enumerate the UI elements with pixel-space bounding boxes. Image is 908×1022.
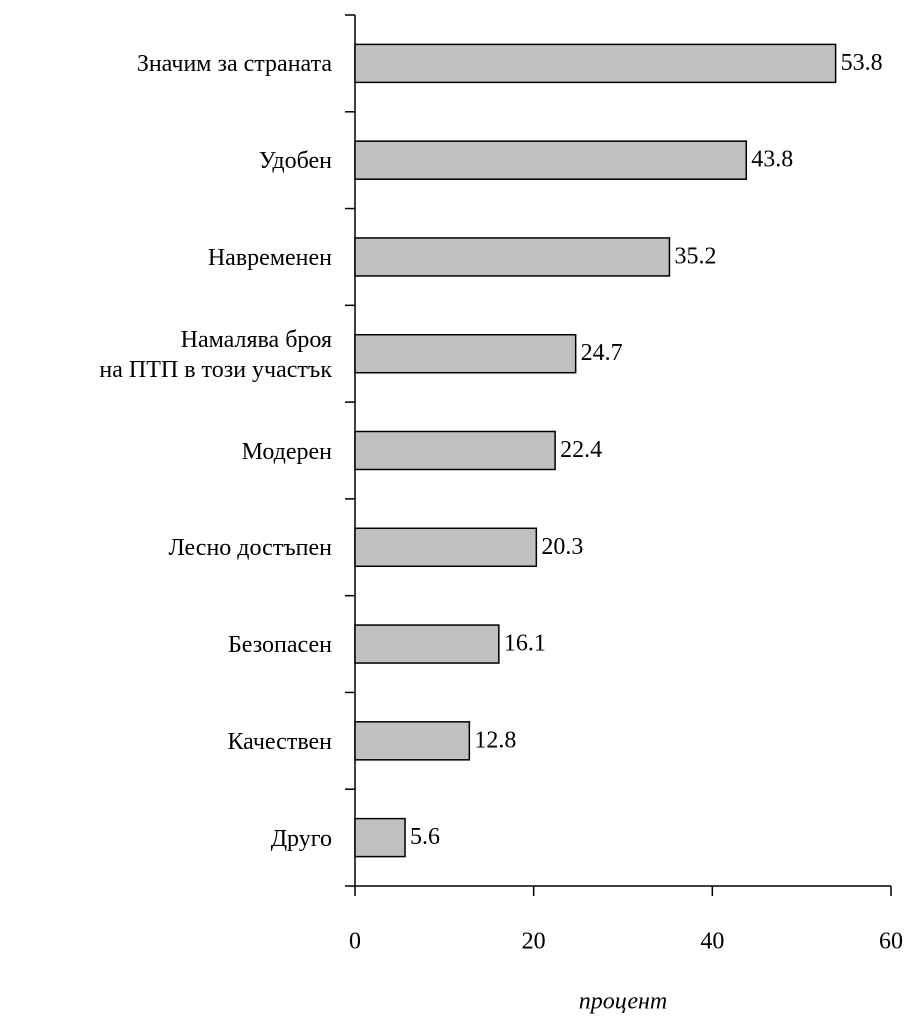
- category-label: Модерен: [241, 438, 332, 465]
- bar: [354, 43, 837, 84]
- value-label: 35.2: [674, 243, 716, 269]
- value-label: 16.1: [504, 631, 546, 657]
- category-label: Навременен: [207, 244, 332, 271]
- x-tick-label: 40: [700, 929, 724, 955]
- value-label: 43.8: [751, 147, 793, 173]
- value-label: 20.3: [541, 534, 583, 560]
- bar: [354, 237, 671, 277]
- value-label: 22.4: [560, 437, 602, 463]
- x-tick-label: 20: [522, 929, 546, 955]
- value-label: 53.8: [841, 50, 883, 76]
- x-tick-label: 60: [879, 929, 903, 955]
- category-label: Значим за страната: [136, 51, 332, 78]
- value-label: 5.6: [410, 824, 440, 850]
- value-label: 12.8: [474, 727, 516, 753]
- category-label: Удобен: [258, 148, 332, 175]
- bar: [354, 430, 556, 471]
- bar: [354, 721, 471, 761]
- category-label: Безопасен: [227, 632, 332, 659]
- bar: [354, 333, 577, 374]
- category-label: Качествен: [227, 728, 332, 755]
- value-label: 24.7: [581, 340, 623, 366]
- bar: [354, 817, 406, 858]
- category-label: Намалява броя на ПТП в този участък: [99, 326, 332, 383]
- category-label: Друго: [270, 825, 332, 852]
- bar: [354, 140, 748, 180]
- category-label: Лесно достъпен: [168, 535, 332, 562]
- x-axis-title: процент: [579, 989, 668, 1015]
- x-tick-label: 0: [349, 929, 361, 955]
- bar: [354, 527, 538, 568]
- bar: [354, 624, 500, 664]
